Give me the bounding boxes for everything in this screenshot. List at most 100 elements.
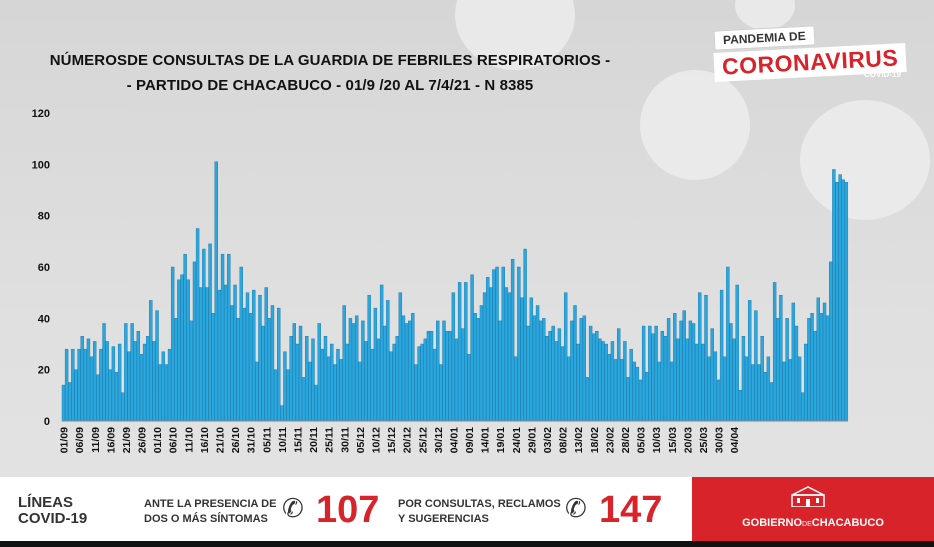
x-tick-label: 03/02 [542, 427, 554, 453]
data-bar [105, 341, 109, 422]
data-bar [560, 346, 565, 422]
data-bar [139, 354, 144, 422]
data-bar [504, 287, 509, 422]
data-bar [551, 325, 555, 422]
data-bar [130, 323, 134, 422]
data-bar [698, 292, 702, 422]
y-tick-label: 40 [38, 313, 50, 325]
x-tick-label: 21/10 [215, 427, 227, 453]
data-bar [64, 348, 69, 422]
data-bar [255, 361, 259, 422]
data-bar [264, 287, 268, 422]
data-bar [408, 320, 412, 422]
data-bar [339, 359, 343, 422]
data-bar [404, 323, 409, 422]
data-bar [227, 253, 231, 422]
data-bar [704, 295, 708, 422]
data-bar [804, 343, 808, 422]
data-bar [283, 351, 287, 422]
data-bar [358, 361, 362, 422]
data-bar [657, 361, 661, 422]
data-bar [351, 323, 356, 422]
data-bar [252, 289, 256, 422]
data-bar [114, 372, 119, 422]
data-bar [180, 274, 184, 422]
data-bar [454, 338, 459, 422]
data-bar [295, 343, 300, 422]
data-bar [77, 348, 81, 422]
y-axis: 0 20 40 60 80 100 120 [32, 108, 50, 428]
data-bar [445, 330, 449, 422]
lineas-line1: LÍNEAS [18, 494, 74, 511]
data-bar [411, 313, 415, 422]
data-bar [457, 282, 462, 422]
data-bar [844, 182, 849, 422]
x-tick-label: 16/10 [199, 427, 211, 453]
data-bar [292, 323, 296, 422]
data-bar [376, 338, 381, 422]
data-bar [741, 336, 746, 422]
data-bar [124, 323, 128, 422]
bar-chart: 0 20 40 60 80 100 120 01/09 06/09 11/09 16/09 21/0… [32, 108, 849, 453]
data-bar [613, 359, 618, 422]
chart-title-line1: NÚMEROSDE CONSULTAS DE LA GUARDIA DE FEB… [49, 52, 611, 69]
data-bar [791, 302, 796, 422]
data-bar [429, 330, 434, 422]
data-bar [766, 356, 771, 422]
x-tick-label: 20/03 [682, 427, 694, 453]
symptoms-message: ANTE LA PRESENCIA DE DOS O MÁS SÍNTOMAS [144, 497, 276, 527]
data-bar [532, 315, 537, 422]
data-bar [314, 384, 318, 422]
data-bar [754, 310, 758, 422]
data-bar [735, 284, 739, 422]
x-tick-label: 05/03 [636, 427, 648, 453]
data-bar [439, 364, 443, 422]
x-tick-label: 14/01 [480, 427, 492, 453]
data-bar [563, 292, 568, 422]
data-bar [311, 338, 315, 422]
data-bar [492, 269, 496, 422]
data-bar [601, 341, 605, 422]
data-bar [554, 341, 558, 422]
data-bar [744, 356, 749, 422]
data-bar [277, 307, 281, 422]
data-bar [663, 336, 668, 422]
data-bar [732, 338, 736, 422]
data-bar [364, 341, 368, 422]
x-tick-label: 28/02 [620, 427, 632, 453]
data-bar [245, 292, 250, 422]
consultas-message: POR CONSULTAS, RECLAMOS Y SUGERENCIAS [398, 497, 561, 527]
data-bar [832, 169, 836, 422]
data-bar [386, 300, 390, 422]
data-bar [654, 325, 658, 422]
data-bar [779, 295, 783, 422]
data-bar [713, 351, 718, 422]
data-bar [604, 343, 608, 422]
gobierno-logo-panel: GOBIERNODECHACABUCO [692, 477, 934, 541]
badge-sub-text: COVID-19 [864, 70, 901, 79]
data-bar [526, 325, 530, 422]
data-bar [707, 356, 711, 422]
data-bar [298, 325, 303, 422]
x-tick-label: 11/09 [90, 427, 102, 453]
data-bar [501, 266, 505, 422]
data-bar [545, 336, 549, 422]
phone-number-107[interactable]: 107 [316, 489, 380, 531]
data-bar [535, 305, 540, 422]
data-bar [679, 320, 683, 422]
data-bar [401, 315, 406, 422]
data-bar [595, 330, 599, 422]
x-tick-label: 25/12 [417, 427, 429, 453]
data-bar [514, 356, 518, 422]
data-bar [96, 374, 100, 422]
data-bar [102, 323, 106, 422]
data-bar [345, 343, 349, 422]
data-bar [199, 287, 203, 422]
data-bar [757, 364, 761, 422]
data-bar [570, 320, 574, 422]
chart-title-line2: - PARTIDO DE CHACABUCO - 01/9 /20 AL 7/4… [126, 77, 534, 94]
data-bar [641, 325, 646, 422]
phone-number-147[interactable]: 147 [599, 489, 663, 531]
data-bar [785, 318, 789, 422]
x-tick-label: 30/12 [433, 427, 445, 453]
